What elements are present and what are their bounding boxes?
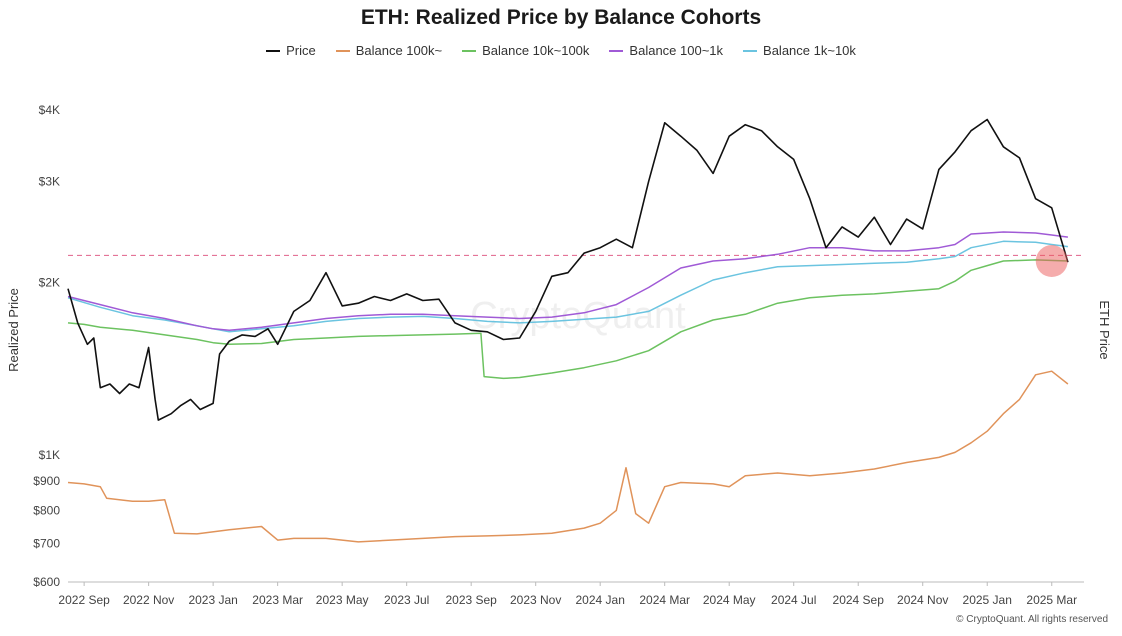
y-tick-label: $800 [33, 503, 60, 517]
x-tick-label: 2024 Sep [833, 593, 885, 607]
legend-swatch-balance-100-1k [609, 49, 624, 52]
x-tick-label: 2025 Jan [963, 593, 1012, 607]
series-line-balance-100k [67, 370, 1069, 543]
legend-item-balance-10k-100k[interactable]: Balance 10k~100k [462, 43, 589, 58]
legend-swatch-balance-1k-10k [743, 49, 758, 52]
legend-item-balance-100k[interactable]: Balance 100k~ [335, 43, 443, 58]
series-layer [67, 118, 1069, 543]
copyright-notice: © CryptoQuant. All rights reserved [956, 614, 1108, 625]
x-tick-label: 2023 Jan [188, 593, 237, 607]
y-tick-label: $2K [39, 275, 60, 289]
legend-swatch-balance-10k-100k [462, 49, 477, 52]
x-tick-label: 2023 Sep [445, 593, 497, 607]
legend-swatch-price [266, 49, 281, 52]
series-line-balance-100-1k [67, 231, 1068, 332]
legend-item-price[interactable]: Price [266, 43, 316, 58]
x-tick-label: 2023 Mar [252, 593, 303, 607]
y-axis-label: Realized Price [6, 288, 21, 372]
legend: Price Balance 100k~ Balance 10k~100k Bal… [0, 43, 1122, 58]
x-tick-label: 2024 May [703, 593, 756, 607]
y-tick-label: $3K [39, 175, 60, 189]
series-line-balance-1k-10k [67, 240, 1068, 333]
axis-layer: $600 $700 $800 $900 $1K $2K $3K $4K 2022 Sep 2022… [33, 103, 1084, 607]
y-tick-label: $4K [39, 103, 60, 117]
legend-label-balance-100k: Balance 100k~ [355, 43, 443, 58]
x-tick-label: 2023 May [316, 593, 369, 607]
x-tick-label: 2023 Jul [384, 593, 429, 607]
highlight-marker [1035, 245, 1068, 278]
legend-label-balance-100-1k: Balance 100~1k [629, 43, 724, 58]
x-tick-label: 2024 Jan [575, 593, 624, 607]
series-line-balance-10k-100k [67, 259, 1068, 380]
legend-item-balance-1k-10k[interactable]: Balance 1k~10k [743, 43, 856, 58]
x-tick-label: 2022 Nov [123, 593, 174, 607]
x-tick-label: 2023 Nov [510, 593, 561, 607]
legend-label-balance-10k-100k: Balance 10k~100k [482, 43, 590, 58]
y-tick-label: $600 [33, 575, 60, 589]
watermark: CryptoQuant [470, 295, 686, 337]
y-tick-label: $1K [39, 448, 60, 462]
legend-label-price: Price [286, 43, 316, 58]
y-tick-label: $900 [33, 474, 60, 488]
series-line-price [67, 118, 1069, 421]
x-tick-label: 2022 Sep [58, 593, 110, 607]
legend-swatch-balance-100k [335, 49, 350, 52]
x-tick-label: 2024 Nov [897, 593, 948, 607]
chart-title: ETH: Realized Price by Balance Cohorts [360, 6, 762, 29]
y-tick-label: $700 [33, 537, 60, 551]
x-tick-label: 2024 Jul [771, 593, 816, 607]
y2-axis-label: ETH Price [1097, 300, 1112, 359]
x-tick-label: 2025 Mar [1026, 593, 1077, 607]
x-tick-label: 2024 Mar [639, 593, 690, 607]
legend-label-balance-1k-10k: Balance 1k~10k [763, 43, 856, 58]
legend-item-balance-100-1k[interactable]: Balance 100~1k [609, 43, 723, 58]
